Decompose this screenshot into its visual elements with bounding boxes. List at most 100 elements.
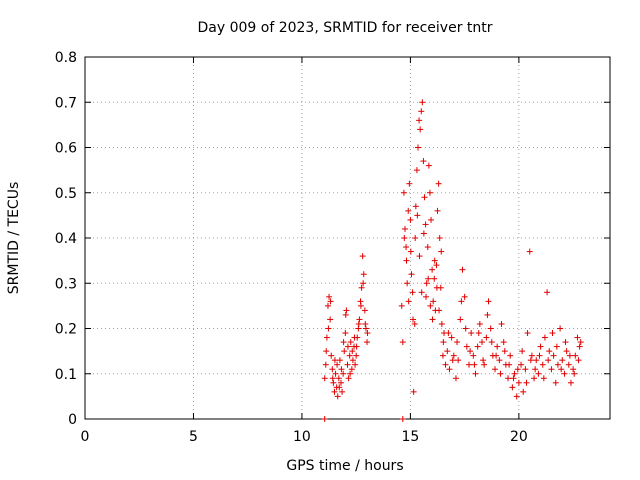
data-point	[476, 320, 483, 327]
data-point	[463, 343, 470, 350]
data-point	[414, 212, 421, 219]
data-point	[459, 266, 466, 273]
data-point	[436, 307, 443, 314]
data-point	[511, 370, 518, 377]
data-point	[411, 320, 418, 327]
data-point	[352, 361, 359, 368]
data-point	[325, 325, 332, 332]
data-point	[474, 343, 481, 350]
data-point	[401, 225, 408, 232]
data-point	[323, 348, 330, 355]
data-point	[448, 334, 455, 341]
data-point	[562, 339, 569, 346]
data-point	[399, 416, 406, 422]
data-point	[360, 280, 367, 287]
data-point	[335, 375, 342, 382]
data-point	[399, 339, 406, 346]
x-ticks: 0 5 10 15 20	[81, 57, 528, 445]
data-point	[347, 370, 354, 377]
y-tick-label: 0.7	[55, 95, 77, 111]
data-point	[550, 352, 557, 359]
data-point	[566, 352, 573, 359]
y-tick-label: 0.5	[55, 186, 77, 202]
data-point	[465, 361, 472, 368]
data-point	[468, 330, 475, 337]
data-point	[409, 289, 416, 296]
data-point	[358, 284, 365, 291]
data-point	[507, 352, 514, 359]
data-point	[329, 366, 336, 373]
data-point	[345, 375, 352, 382]
data-point	[431, 257, 438, 264]
data-point	[505, 375, 512, 382]
data-point	[323, 334, 330, 341]
data-point	[501, 348, 508, 355]
data-point	[429, 316, 436, 323]
data-point	[412, 235, 419, 241]
data-point	[528, 352, 535, 359]
data-point	[416, 117, 423, 124]
data-point	[492, 366, 499, 373]
data-point	[406, 180, 413, 187]
data-point	[539, 361, 546, 368]
y-ticks: 0 0.1 0.2 0.3 0.4 0.5 0.6 0.7 0.8	[55, 50, 610, 428]
data-point	[461, 293, 468, 300]
data-point	[563, 348, 570, 355]
data-point	[438, 248, 445, 255]
data-point	[497, 370, 504, 377]
data-point	[470, 352, 477, 359]
data-point	[422, 221, 429, 228]
data-point	[348, 366, 355, 373]
data-point	[558, 366, 565, 373]
data-point	[359, 253, 366, 260]
data-point	[561, 370, 568, 377]
data-point	[467, 348, 474, 355]
data-point	[337, 379, 344, 386]
data-point	[330, 379, 337, 386]
data-point	[439, 352, 446, 359]
data-point	[334, 393, 341, 400]
data-point	[452, 375, 459, 382]
y-tick-label: 0.2	[55, 322, 77, 338]
data-point	[576, 343, 583, 350]
data-point	[484, 311, 491, 318]
x-tick-label: 5	[189, 429, 198, 445]
data-point	[412, 203, 419, 210]
data-point	[574, 334, 581, 341]
data-point	[351, 334, 358, 341]
data-point	[457, 316, 464, 323]
data-point	[559, 357, 566, 364]
data-point	[479, 339, 486, 346]
data-point	[427, 302, 434, 309]
data-point	[433, 262, 440, 269]
data-point	[430, 298, 437, 305]
data-point	[420, 158, 427, 165]
data-point	[328, 352, 335, 359]
data-point	[364, 339, 371, 346]
data-point	[423, 293, 430, 300]
data-point	[342, 311, 349, 318]
data-point	[327, 298, 334, 305]
data-point	[434, 207, 441, 214]
data-point	[577, 339, 584, 346]
data-point	[496, 357, 503, 364]
data-point	[408, 271, 415, 278]
data-point	[426, 189, 433, 196]
data-point	[407, 216, 414, 223]
data-point	[494, 343, 501, 350]
data-point	[442, 361, 449, 368]
data-point	[572, 352, 579, 359]
data-point	[326, 293, 333, 300]
data-point	[423, 280, 430, 287]
data-point	[322, 361, 329, 368]
data-point	[410, 316, 417, 323]
data-point	[349, 348, 356, 355]
data-point	[428, 216, 435, 223]
y-axis-label: SRMTID / TECUs	[6, 182, 22, 295]
data-point	[420, 230, 427, 237]
data-point	[336, 384, 343, 391]
data-point	[349, 357, 356, 364]
data-point	[458, 298, 465, 305]
data-point	[553, 343, 560, 350]
data-point	[403, 244, 410, 251]
